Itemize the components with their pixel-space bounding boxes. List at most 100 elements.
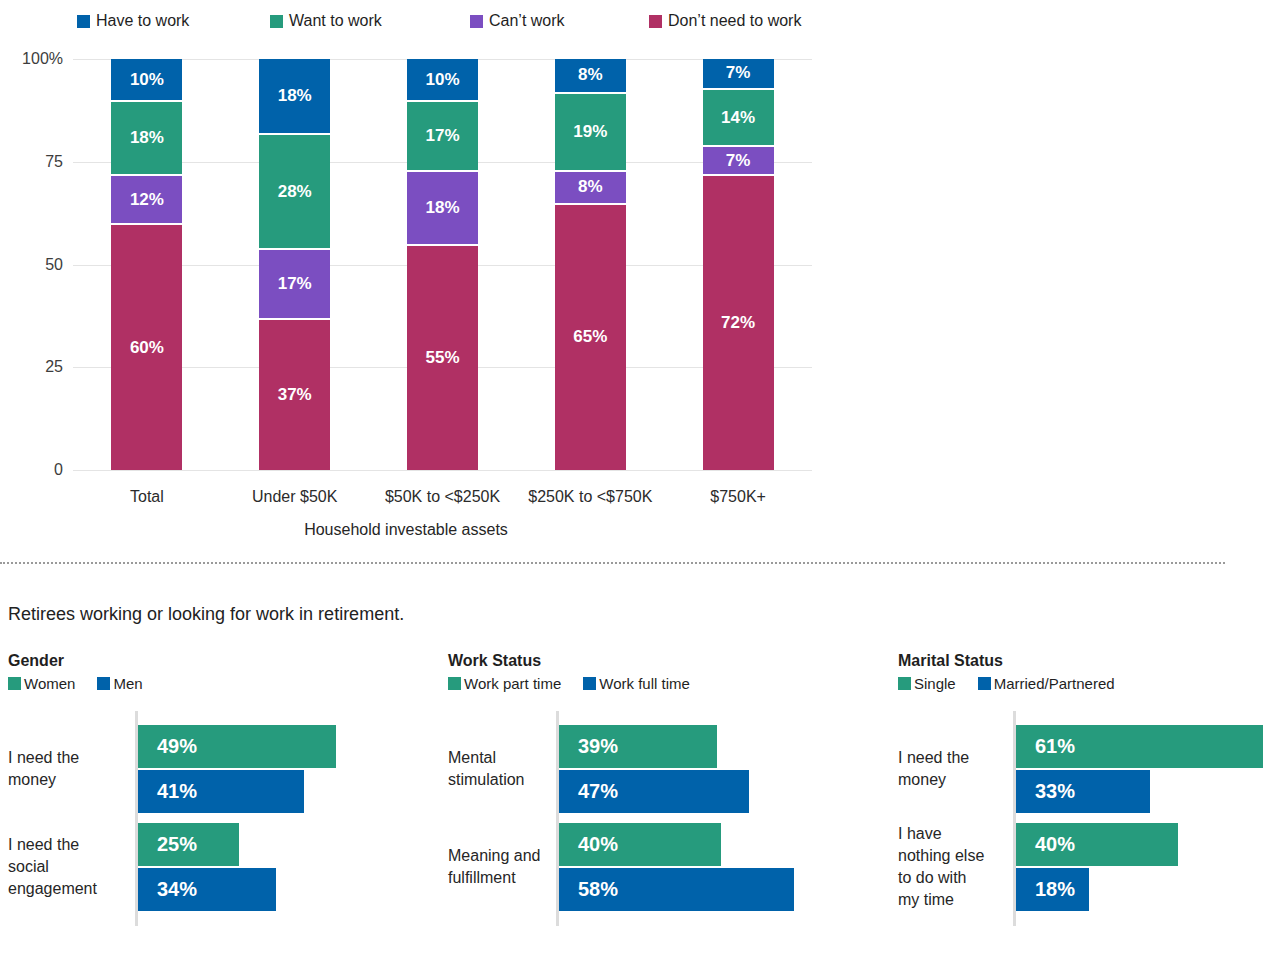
bars-area: 49%41% 25% 34%: [135, 711, 336, 926]
bar-segment: 14%: [703, 88, 774, 146]
mini-chart-legend: Women Men: [8, 675, 336, 691]
mini-chart-body: I need themoney I need thesocialengagemen…: [8, 711, 336, 926]
legend-item: Can’t work: [470, 12, 565, 30]
category-label-line: I have: [898, 823, 1013, 845]
legend-label: Married/Partnered: [994, 675, 1115, 692]
bar-segment: 10%: [407, 59, 478, 100]
x-tick-label: Total: [130, 488, 164, 506]
segment-value-label: 8%: [578, 177, 603, 197]
legend-item: Women: [8, 675, 75, 692]
gridline: [73, 470, 812, 471]
bar-column: 10% 18% 12% 60%: [111, 59, 182, 470]
bar-pair: 25% 34%: [138, 823, 336, 911]
h-bar-value-label: 47%: [559, 780, 618, 803]
bars-area: 39% 47% 40% 58%: [556, 711, 794, 926]
bar-segment: 18%: [407, 170, 478, 244]
segment-value-label: 8%: [578, 65, 603, 85]
category-label: Mentalstimulation: [448, 725, 556, 813]
bar-segment: 65%: [555, 203, 626, 470]
h-bar: 34%: [138, 868, 276, 911]
h-bar-value-label: 40%: [1016, 833, 1075, 856]
bar-segment: 55%: [407, 244, 478, 470]
legend-label: Women: [24, 675, 75, 692]
mini-chart-legend: Single Married/Partnered: [898, 675, 1263, 691]
category-label-line: I need the: [898, 747, 1013, 769]
segment-value-label: 17%: [278, 274, 312, 294]
legend-item: Work part time: [448, 675, 561, 692]
segment-value-label: 7%: [726, 151, 751, 171]
segment-value-label: 55%: [425, 348, 459, 368]
x-tick-label: $50K to <$250K: [385, 488, 500, 506]
bar-segment: 8%: [555, 170, 626, 203]
category-label-line: money: [8, 769, 135, 791]
mini-chart-group: Gender Women Men I need themoney I need thes…: [8, 651, 336, 926]
bars-area: 61%33%40%18%: [1013, 711, 1263, 926]
legend-swatch-icon: [978, 677, 991, 690]
category-label: I havenothing elseto do withmy time: [898, 823, 1013, 911]
h-bar: 39%: [559, 725, 717, 768]
legend-item: Don’t need to work: [649, 12, 801, 30]
category-label-line: Meaning and: [448, 845, 556, 867]
segment-value-label: 12%: [130, 190, 164, 210]
h-bar: 49%: [138, 725, 336, 768]
bar-segment: 7%: [703, 145, 774, 174]
bar-column: 18%28%17%37%: [259, 59, 330, 470]
category-label-line: to do with: [898, 867, 1013, 889]
bar-pair: 49%41%: [138, 725, 336, 813]
bar-segment: 18%: [111, 100, 182, 174]
legend-swatch-icon: [470, 15, 483, 28]
h-bar: 41%: [138, 770, 304, 813]
bar-pair: 40% 58%: [559, 823, 794, 911]
y-tick-label: 50: [45, 256, 63, 274]
category-label-line: nothing else: [898, 845, 1013, 867]
mini-chart-body: MentalstimulationMeaning andfulfillment3…: [448, 711, 794, 926]
mini-chart-title: Marital Status: [898, 651, 1263, 671]
bar-segment: 18%: [259, 59, 330, 133]
legend-swatch-icon: [77, 15, 90, 28]
bar-segment: 72%: [703, 174, 774, 470]
legend-swatch-icon: [898, 677, 911, 690]
segment-value-label: 19%: [573, 122, 607, 142]
segment-value-label: 10%: [130, 70, 164, 90]
stacked-bar-chart: Have to workWant to workCan’t workDon’t …: [0, 0, 1280, 545]
bar-segment: 8%: [555, 59, 626, 92]
h-bar-value-label: 58%: [559, 878, 618, 901]
bar-segment: 7%: [703, 59, 774, 88]
bar-pair: 40%18%: [1016, 823, 1263, 911]
segment-value-label: 7%: [726, 63, 751, 83]
category-label-line: engagement: [8, 878, 135, 900]
section-divider: [0, 562, 1225, 564]
x-tick-label: $750K+: [710, 488, 766, 506]
h-bar-value-label: 33%: [1016, 780, 1075, 803]
legend-item: Married/Partnered: [978, 675, 1115, 692]
category-label: I need themoney: [898, 725, 1013, 813]
h-bar-value-label: 40%: [559, 833, 618, 856]
mini-chart-body: I need themoney I havenothing elseto do w…: [898, 711, 1263, 926]
legend-item: Men: [97, 675, 142, 692]
segment-value-label: 72%: [721, 313, 755, 333]
legend-label: Can’t work: [489, 12, 565, 30]
mini-chart-title: Gender: [8, 651, 336, 671]
y-tick-label: 0: [54, 461, 63, 479]
category-label-line: I need the: [8, 747, 135, 769]
legend-label: Single: [914, 675, 956, 692]
legend-label: Want to work: [289, 12, 382, 30]
segment-value-label: 17%: [425, 126, 459, 146]
bar-segment: 60%: [111, 223, 182, 470]
legend-swatch-icon: [448, 677, 461, 690]
category-label: I need thesocialengagement: [8, 823, 135, 911]
legend-item: Want to work: [270, 12, 382, 30]
x-tick-label: $250K to <$750K: [528, 488, 652, 506]
mini-chart-group: Marital Status Single Married/Partnered I n…: [898, 651, 1263, 926]
legend-swatch-icon: [270, 15, 283, 28]
legend-swatch-icon: [97, 677, 110, 690]
category-labels: I need themoney I need thesocialengagemen…: [8, 711, 135, 926]
bar-column: 8% 19% 8% 65%: [555, 59, 626, 470]
x-axis-labels: TotalUnder $50K$50K to <$250K$250K to <$…: [73, 488, 812, 508]
category-label-line: stimulation: [448, 769, 556, 791]
h-bar-value-label: 34%: [138, 878, 197, 901]
category-label-line: money: [898, 769, 1013, 791]
h-bar-value-label: 25%: [138, 833, 197, 856]
category-label-line: fulfillment: [448, 867, 556, 889]
bar-segment: 28%: [259, 133, 330, 248]
